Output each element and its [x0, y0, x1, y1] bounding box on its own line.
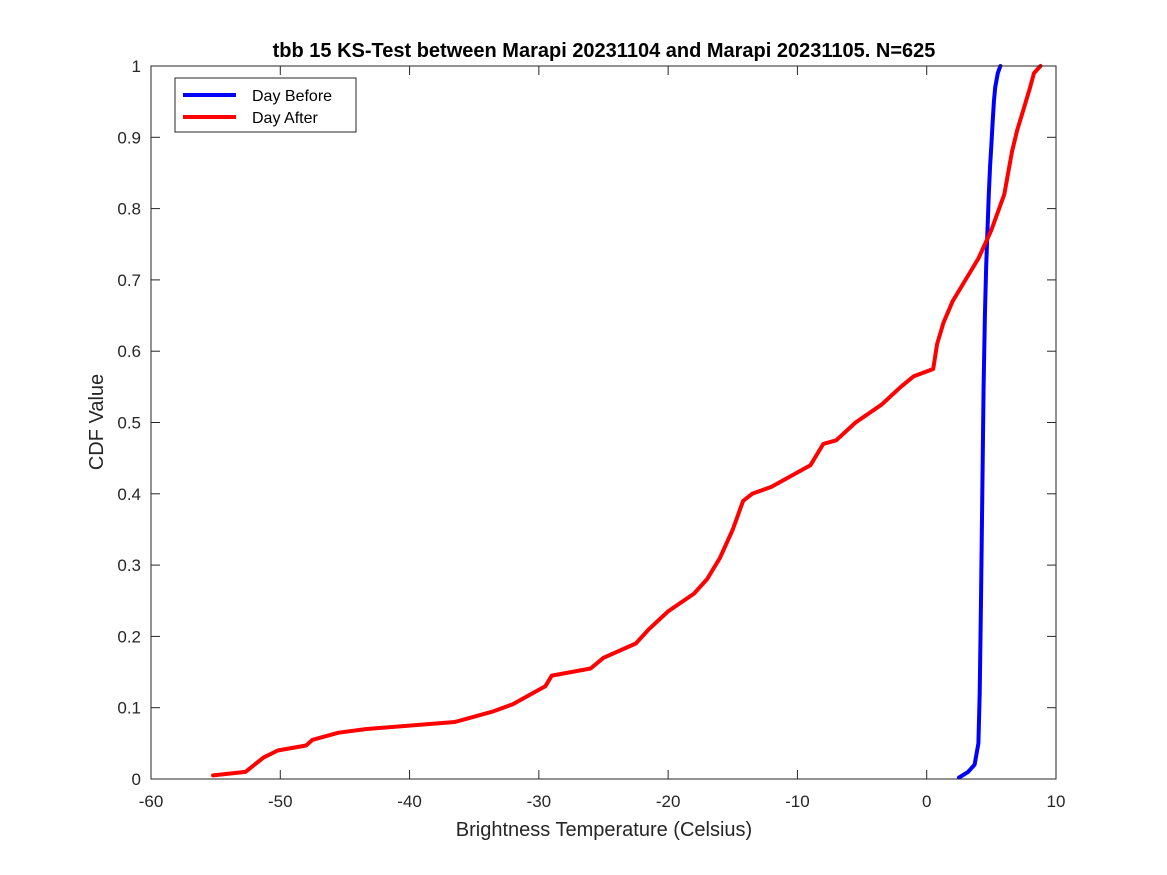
legend-label-day-after: Day After — [252, 110, 318, 127]
y-tick-label: 0.8 — [117, 200, 141, 219]
ticks-layer: -60 -50 -40 -30 -20 -10 0 10 0 0.1 0.2 0.3 0.4 0.5 0.6… — [117, 57, 1065, 811]
legend-box — [174, 77, 357, 133]
chart-title: tbb 15 KS-Test between Marapi 20231104 a… — [273, 40, 936, 62]
x-tick-label: 0 — [922, 792, 931, 811]
y-axis-title: CDF Value — [86, 374, 108, 470]
series-layer — [211, 64, 1043, 780]
y-tick-label: 0.6 — [117, 342, 141, 361]
y-tick-label: 0.3 — [117, 556, 141, 575]
y-tick-label: 0.4 — [117, 485, 141, 504]
x-tick-label: -50 — [268, 792, 293, 811]
y-tick-label: 1 — [132, 57, 141, 76]
x-tick-label: -10 — [785, 792, 810, 811]
y-tick-label: 0.5 — [117, 414, 141, 433]
x-tick-label: -40 — [397, 792, 422, 811]
series-line-day-before — [957, 64, 1003, 780]
x-tick-label: -20 — [656, 792, 681, 811]
plot-area — [151, 66, 1056, 779]
legend-label-day-before: Day Before — [252, 88, 332, 105]
x-axis-title: Brightness Temperature (Celsius) — [456, 819, 752, 841]
x-tick-label: 10 — [1047, 792, 1066, 811]
plot-frame — [150, 65, 1057, 780]
x-tick-label: -30 — [527, 792, 552, 811]
series-line-day-after — [211, 64, 1043, 778]
y-tick-label: 0.7 — [117, 271, 141, 290]
y-tick-label: 0.1 — [117, 699, 141, 718]
y-tick-label: 0 — [132, 770, 141, 789]
y-tick-label: 0.2 — [117, 627, 141, 646]
x-tick-label: -60 — [139, 792, 164, 811]
legend: Day Before Day After — [174, 77, 357, 133]
y-tick-label: 0.9 — [117, 128, 141, 147]
